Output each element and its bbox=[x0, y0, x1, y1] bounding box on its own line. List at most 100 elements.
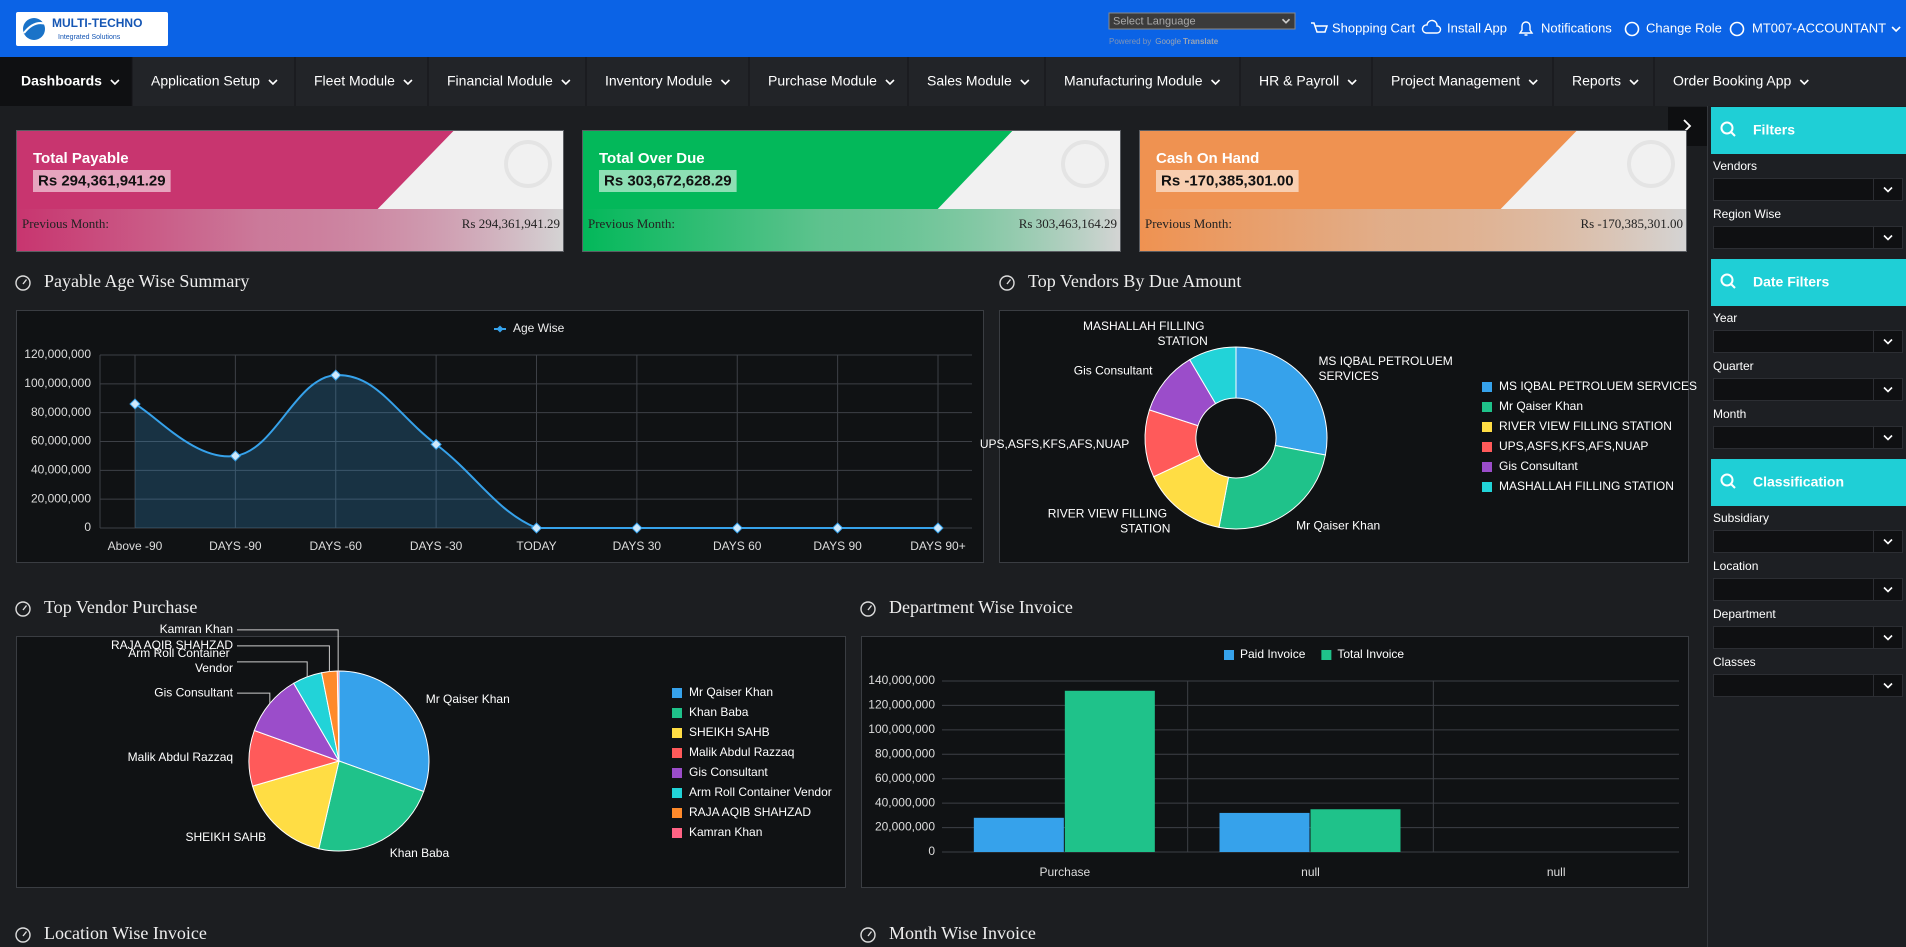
nav-item[interactable]: Dashboards bbox=[21, 73, 102, 89]
legend-swatch bbox=[1482, 442, 1492, 452]
nav-item[interactable]: Order Booking App bbox=[1673, 73, 1792, 89]
filter-select[interactable] bbox=[1714, 331, 1903, 353]
nav-item[interactable]: Sales Module bbox=[927, 73, 1012, 89]
card-amount: Rs -170,385,301.00 bbox=[1161, 172, 1294, 189]
section-title: Top Vendor Purchase bbox=[44, 597, 197, 617]
y-tick-label: 120,000,000 bbox=[868, 698, 935, 712]
nav-item[interactable]: Project Management bbox=[1391, 73, 1520, 89]
nav-item[interactable]: Manufacturing Module bbox=[1064, 73, 1203, 89]
filter-label: Year bbox=[1713, 311, 1737, 325]
slice-label: RAJA AQIB SHAHZAD bbox=[111, 638, 233, 652]
nav-item[interactable]: Inventory Module bbox=[605, 73, 713, 89]
card-previous-amount: Rs -170,385,301.00 bbox=[1580, 216, 1683, 231]
x-tick-label: null bbox=[1547, 865, 1566, 879]
filter-select[interactable] bbox=[1714, 675, 1903, 697]
slice-label: Mr Qaiser Khan bbox=[426, 692, 510, 706]
x-tick-label: DAYS 30 bbox=[613, 539, 662, 553]
x-tick-label: DAYS -60 bbox=[310, 539, 363, 553]
card-color-band bbox=[1139, 130, 1577, 209]
slice-label-line: Vendor bbox=[195, 661, 233, 675]
legend-label: Total Invoice bbox=[1337, 647, 1404, 661]
slice-label: Khan Baba bbox=[390, 846, 450, 860]
legend-swatch bbox=[1482, 402, 1492, 412]
x-tick-label: TODAY bbox=[516, 539, 556, 553]
legend-label: Mr Qaiser Khan bbox=[689, 685, 773, 699]
filter-select[interactable] bbox=[1714, 531, 1903, 553]
nav-item[interactable]: Fleet Module bbox=[314, 73, 395, 89]
card-previous-label: Previous Month: bbox=[1145, 216, 1232, 231]
filter-select[interactable] bbox=[1714, 379, 1903, 401]
filter-select[interactable] bbox=[1714, 627, 1903, 649]
y-tick-label: 80,000,000 bbox=[875, 746, 935, 760]
header-link[interactable]: Shopping Cart bbox=[1332, 20, 1415, 35]
x-tick-label: Purchase bbox=[1039, 865, 1090, 879]
slice-label: Gis Consultant bbox=[154, 685, 233, 699]
y-tick-label: 60,000,000 bbox=[875, 771, 935, 785]
legend-swatch bbox=[1321, 650, 1331, 660]
filter-label: Subsidiary bbox=[1713, 511, 1769, 525]
header-bar bbox=[0, 0, 1906, 57]
slice-label-line: RIVER VIEW FILLING bbox=[1048, 507, 1171, 521]
card-previous-amount: Rs 294,361,941.29 bbox=[462, 216, 560, 231]
slice-label-line: STATION bbox=[1120, 522, 1170, 536]
y-tick-label: 60,000,000 bbox=[31, 434, 91, 448]
slice-label-line: SERVICES bbox=[1318, 369, 1378, 383]
slice-label: Mr Qaiser Khan bbox=[1296, 519, 1380, 533]
legend-label: Kamran Khan bbox=[689, 825, 762, 839]
legend-label: Arm Roll Container Vendor bbox=[689, 785, 832, 799]
card-color-band bbox=[582, 130, 1013, 209]
legend-swatch bbox=[672, 768, 682, 778]
nav-item[interactable]: Reports bbox=[1572, 73, 1621, 89]
filter-select[interactable] bbox=[1714, 179, 1903, 201]
legend-label: MS IQBAL PETROLUEM SERVICES bbox=[1499, 379, 1697, 393]
legend-label: Malik Abdul Razzaq bbox=[689, 745, 794, 759]
filter-select[interactable] bbox=[1714, 579, 1903, 601]
slice-label: SHEIKH SAHB bbox=[185, 830, 266, 844]
y-tick-label: 40,000,000 bbox=[875, 795, 935, 809]
legend-label: UPS,ASFS,KFS,AFS,NUAP bbox=[1499, 439, 1648, 453]
filter-select[interactable] bbox=[1714, 227, 1903, 249]
legend-label: Gis Consultant bbox=[1499, 459, 1578, 473]
filter-label: Location bbox=[1713, 559, 1758, 573]
y-tick-label: 100,000,000 bbox=[868, 722, 935, 736]
legend-label: Paid Invoice bbox=[1240, 647, 1306, 661]
card-title: Total Over Due bbox=[599, 150, 705, 167]
card-amount: Rs 303,672,628.29 bbox=[604, 172, 732, 189]
legend-label: MASHALLAH FILLING STATION bbox=[1499, 479, 1674, 493]
legend-swatch bbox=[1482, 482, 1492, 492]
slice-label: Gis Consultant bbox=[1074, 363, 1153, 377]
header-link[interactable]: Install App bbox=[1447, 20, 1507, 35]
filter-select[interactable] bbox=[1714, 427, 1903, 449]
y-tick-label: 0 bbox=[84, 520, 91, 534]
header-link[interactable]: Notifications bbox=[1541, 20, 1612, 35]
x-tick-label: null bbox=[1301, 865, 1320, 879]
legend-label: Age Wise bbox=[513, 321, 565, 335]
translate-brand: Google bbox=[1155, 37, 1181, 46]
x-tick-label: DAYS 90 bbox=[813, 539, 862, 553]
x-tick-label: DAYS -30 bbox=[410, 539, 463, 553]
bar bbox=[1311, 809, 1401, 852]
legend-swatch bbox=[1482, 382, 1492, 392]
logo-title: MULTI-TECHNO bbox=[52, 16, 142, 30]
filter-label: Month bbox=[1713, 407, 1746, 421]
nav-item[interactable]: Application Setup bbox=[151, 73, 260, 89]
header-link[interactable]: Change Role bbox=[1646, 20, 1722, 35]
y-tick-label: 100,000,000 bbox=[24, 376, 91, 390]
legend-label: SHEIKH SAHB bbox=[689, 725, 770, 739]
nav-item[interactable]: HR & Payroll bbox=[1259, 73, 1339, 89]
section-title: Department Wise Invoice bbox=[889, 597, 1073, 617]
card-previous-label: Previous Month: bbox=[22, 216, 109, 231]
bar bbox=[974, 818, 1064, 852]
card-title: Cash On Hand bbox=[1156, 150, 1259, 167]
nav-item[interactable]: Financial Module bbox=[447, 73, 553, 89]
y-tick-label: 80,000,000 bbox=[31, 405, 91, 419]
card-color-band bbox=[16, 130, 454, 209]
header-link[interactable]: MT007-ACCOUNTANT bbox=[1752, 20, 1886, 35]
nav-item[interactable]: Purchase Module bbox=[768, 73, 877, 89]
legend-label: RIVER VIEW FILLING STATION bbox=[1499, 419, 1672, 433]
legend-swatch bbox=[672, 688, 682, 698]
legend-swatch bbox=[672, 748, 682, 758]
logo-subtitle: Integrated Solutions bbox=[58, 34, 121, 41]
